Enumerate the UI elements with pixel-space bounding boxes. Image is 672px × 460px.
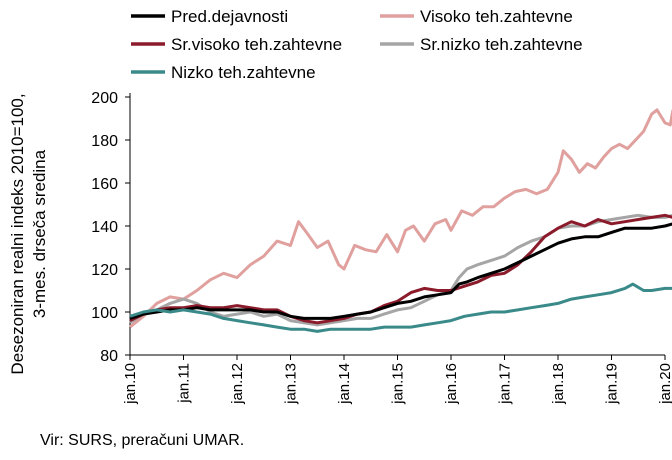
y-tick-label: 80 xyxy=(100,348,118,365)
y-tick-label: 160 xyxy=(91,176,118,193)
x-tick-label: jan.19 xyxy=(604,363,621,405)
series-line xyxy=(129,222,672,320)
y-axis-title: Desezoniran realni indeks 2010=100, 3-mes… xyxy=(8,93,49,374)
y-tick-label: 140 xyxy=(91,219,118,236)
x-tick-label: jan.13 xyxy=(283,363,300,405)
y-tick-label: 100 xyxy=(91,305,118,322)
legend-label: Sr.visoko teh.zahtevne xyxy=(171,35,342,54)
y-tick-label: 120 xyxy=(91,262,118,279)
legend-label: Sr.nizko teh.zahtevne xyxy=(420,35,583,54)
x-tick-label: jan.14 xyxy=(336,363,353,405)
x-axis-ticks: jan.10 jan.11 jan.12 jan.13 jan.14 jan.15 jan.… xyxy=(122,355,672,405)
x-tick-label: jan.20 xyxy=(657,363,672,405)
series-line xyxy=(129,282,672,333)
legend: Pred.dejavnosti Visoko teh.zahtevne Sr.vis… xyxy=(131,7,583,82)
legend-label: Nizko teh.zahtevne xyxy=(171,63,316,82)
source-note: Vir: SURS, preračuni UMAR. xyxy=(40,432,245,449)
legend-label: Visoko teh.zahtevne xyxy=(420,7,573,26)
series-line xyxy=(129,213,672,325)
x-tick-label: jan.18 xyxy=(550,363,567,405)
y-tick-label: 180 xyxy=(91,133,118,150)
x-tick-label: jan.15 xyxy=(390,363,407,405)
y-tick-label: 200 xyxy=(91,90,118,107)
x-tick-label: jan.12 xyxy=(229,363,246,405)
y-axis-ticks: 80 100 120 140 160 180 200 xyxy=(91,90,130,365)
x-tick-label: jan.17 xyxy=(497,363,514,405)
x-tick-label: jan.11 xyxy=(176,363,193,404)
x-tick-label: jan.16 xyxy=(443,363,460,405)
legend-label: Pred.dejavnosti xyxy=(171,7,288,26)
y-axis-title-line: Desezoniran realni indeks 2010=100, xyxy=(8,93,27,374)
series-lines xyxy=(129,108,672,333)
axes xyxy=(129,93,665,356)
series-line xyxy=(129,108,672,329)
y-axis-title-line: 3-mes. drseča sredina xyxy=(30,149,49,318)
x-tick-label: jan.10 xyxy=(122,363,139,405)
